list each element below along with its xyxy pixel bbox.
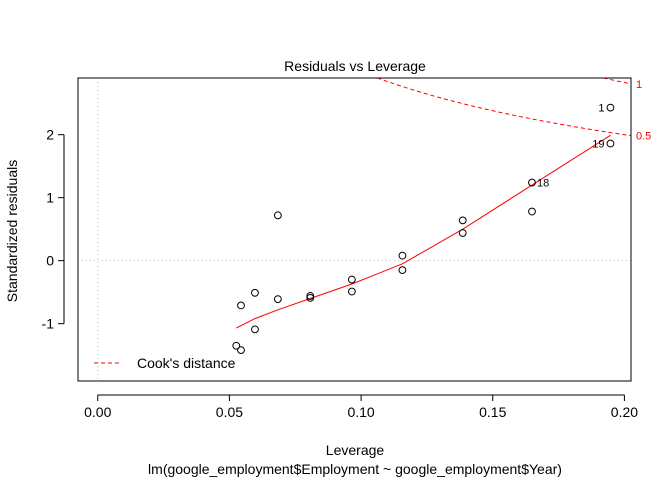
data-point [347,287,356,296]
y-tick-label: 1 [46,190,54,206]
data-point [458,216,467,225]
data-point [528,178,536,187]
data-point [306,293,315,302]
data-point [251,288,259,297]
x-tick-label: 0.05 [216,404,243,420]
cooks-contour-label: 0.5 [636,131,651,143]
plot-area: 18 1 19 [78,78,631,381]
model-formula-subtitle: lm(google_employment$Employment ~ google… [148,461,562,477]
data-point [458,229,467,237]
data-point [237,346,245,355]
point-label: 19 [592,139,604,151]
data-point [232,341,241,350]
x-tick-label: 0.00 [84,404,111,420]
x-axis-label: Leverage [326,442,385,458]
data-point [398,251,407,260]
cooks-distance-contour [601,78,631,85]
y-tick-label: 0 [46,253,54,269]
x-tick-label: 0.15 [479,404,506,420]
smoother-line [236,134,611,329]
data-point [606,103,615,112]
data-point [347,275,356,284]
data-point [398,266,407,275]
data-point [273,211,282,220]
legend: Cook's distance [94,355,236,371]
cooks-distance-contour [376,78,631,137]
data-point [528,207,536,216]
cooks-contour-label: 1 [636,79,642,91]
chart-title: Residuals vs Leverage [284,58,426,74]
plot-frame [77,77,632,382]
point-label: 18 [537,178,549,190]
y-axis-label: Standardized residuals [4,160,20,302]
data-point [273,295,282,304]
data-point [251,325,259,334]
point-label: 1 [598,103,604,115]
y-tick-label: 2 [46,127,54,143]
y-tick-label: -1 [42,316,55,332]
data-point [606,139,615,148]
x-tick-label: 0.20 [611,404,638,420]
data-point [237,301,245,310]
legend-entry: Cook's distance [137,355,236,371]
x-tick-label: 0.10 [347,404,374,420]
